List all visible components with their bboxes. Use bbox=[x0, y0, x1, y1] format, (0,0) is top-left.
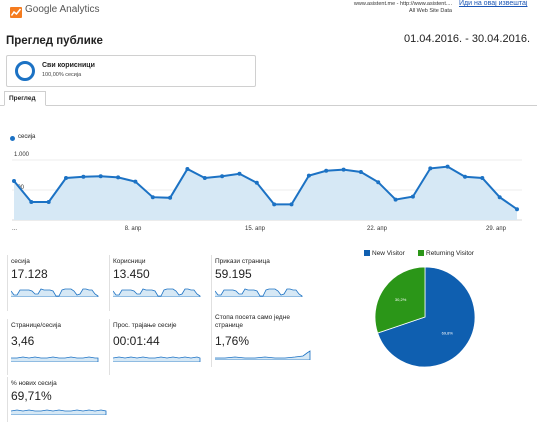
data-point[interactable] bbox=[324, 168, 329, 173]
x-tick-label: 15. апр bbox=[245, 226, 266, 232]
data-point[interactable] bbox=[497, 195, 502, 200]
data-point[interactable] bbox=[185, 167, 190, 171]
logo-text: Google Analytics bbox=[25, 4, 100, 15]
series-area bbox=[14, 166, 517, 220]
pie-legend-returning-visitor[interactable]: Returning Visitor bbox=[418, 250, 474, 257]
metric-label: Корисници bbox=[113, 258, 146, 265]
metric-value: 00:01:44 bbox=[113, 334, 160, 348]
metric-sparkline bbox=[11, 356, 99, 362]
metric-sparkline bbox=[11, 288, 99, 297]
legend-label: Returning Visitor bbox=[426, 250, 474, 257]
data-point[interactable] bbox=[376, 180, 381, 185]
pie-label-returning-visitor: 30,2% bbox=[395, 297, 407, 302]
metric-sparkline bbox=[215, 350, 311, 360]
data-point[interactable] bbox=[168, 195, 173, 200]
metric-sparkline bbox=[215, 288, 303, 297]
segment-card[interactable]: Сви корисници 100,00% сесија bbox=[6, 55, 256, 87]
tab-overview[interactable]: Преглед bbox=[4, 91, 46, 106]
metric-label: Странице/сесија bbox=[11, 322, 61, 329]
data-point[interactable] bbox=[341, 167, 346, 172]
data-point[interactable] bbox=[150, 195, 155, 200]
data-point[interactable] bbox=[46, 200, 51, 204]
segment-percent: 100,00% сесија bbox=[42, 72, 82, 78]
data-point[interactable] bbox=[237, 171, 242, 176]
data-point[interactable] bbox=[29, 200, 34, 204]
metric-sparkline bbox=[113, 288, 201, 297]
data-point[interactable] bbox=[306, 173, 311, 178]
chart-legend-label[interactable]: сесија bbox=[18, 134, 36, 140]
data-point[interactable] bbox=[445, 164, 450, 169]
data-point[interactable] bbox=[12, 179, 16, 183]
segment-ring-icon bbox=[15, 61, 35, 81]
metric-value: 17.128 bbox=[11, 267, 48, 281]
analytics-logo-icon bbox=[10, 5, 22, 18]
metric-new-sessions[interactable]: % нових сесија 69,71% bbox=[7, 377, 107, 422]
tab-bar bbox=[0, 105, 537, 106]
metric-value: 3,46 bbox=[11, 334, 35, 348]
legend-label: New Visitor bbox=[372, 250, 405, 257]
data-point[interactable] bbox=[254, 180, 259, 185]
y-tick-label: 1.000 bbox=[14, 152, 30, 158]
legend-swatch-icon bbox=[418, 250, 424, 256]
pie-label-new-visitor: 69,8% bbox=[442, 331, 454, 336]
metric-label: Прос. трајање сесије bbox=[113, 322, 177, 329]
metric-bounce-rate[interactable]: Стопа посета само једне странице 1,76% bbox=[211, 311, 311, 367]
data-point[interactable] bbox=[98, 174, 103, 179]
data-point[interactable] bbox=[116, 175, 121, 180]
site-info: www.asistent.me - http://www.asistent...… bbox=[328, 1, 452, 15]
metric-sparkline bbox=[11, 409, 107, 415]
data-point[interactable] bbox=[289, 202, 294, 207]
metric-label: % нових сесија bbox=[11, 380, 57, 387]
go-to-report-link[interactable]: Иди на овај извештај bbox=[459, 0, 528, 7]
x-tick-label: ... bbox=[12, 226, 17, 232]
series-line bbox=[13, 165, 518, 211]
metric-pages-per-session[interactable]: Странице/сесија 3,46 bbox=[7, 319, 103, 375]
data-point[interactable] bbox=[81, 174, 86, 179]
metric-users[interactable]: Корисници 13.450 bbox=[109, 255, 205, 311]
legend-swatch-icon bbox=[364, 250, 370, 256]
data-point[interactable] bbox=[463, 174, 467, 179]
data-points bbox=[12, 164, 519, 212]
data-point[interactable] bbox=[202, 176, 207, 180]
date-range[interactable]: 01.04.2016. - 30.04.2016. bbox=[404, 33, 530, 45]
site-view: All Web Site Data bbox=[408, 8, 452, 14]
metric-label: сесија bbox=[11, 258, 30, 265]
sessions-line-chart: 1.000 500 ... 8. апр 15. апр 22. апр 29.… bbox=[12, 152, 522, 232]
metric-sparkline bbox=[113, 356, 201, 362]
metric-label: Стопа посета само једне странице bbox=[215, 314, 290, 329]
metric-sessions[interactable]: сесија 17.128 bbox=[7, 255, 103, 311]
pie-slice-new-visitor[interactable] bbox=[377, 266, 476, 368]
metric-label: Прикази страница bbox=[215, 258, 270, 265]
data-point[interactable] bbox=[64, 176, 68, 180]
x-tick-label: 8. апр bbox=[125, 226, 142, 232]
segment-name: Сви корисници bbox=[42, 62, 95, 69]
data-point[interactable] bbox=[272, 202, 277, 207]
x-tick-label: 22. апр bbox=[367, 226, 388, 232]
metric-value: 69,71% bbox=[11, 389, 52, 403]
legend-dot-icon bbox=[10, 136, 15, 141]
metric-value: 13.450 bbox=[113, 267, 150, 281]
page-title: Преглед публике bbox=[6, 35, 103, 47]
data-point[interactable] bbox=[393, 197, 398, 202]
metric-pageviews[interactable]: Прикази страница 59.195 bbox=[211, 255, 307, 311]
metric-value: 59.195 bbox=[215, 267, 252, 281]
pie-slice-returning-visitor[interactable] bbox=[374, 266, 426, 334]
site-url: www.asistent.me - http://www.asistent...… bbox=[353, 1, 452, 7]
data-point[interactable] bbox=[133, 179, 138, 184]
data-point[interactable] bbox=[358, 170, 363, 174]
visitor-pie-chart: 69,8% 30,2% bbox=[374, 266, 476, 368]
data-point[interactable] bbox=[220, 174, 225, 179]
data-point[interactable] bbox=[480, 176, 485, 180]
metric-avg-session-duration[interactable]: Прос. трајање сесије 00:01:44 bbox=[109, 319, 205, 375]
x-tick-label: 29. апр bbox=[486, 226, 507, 232]
data-point[interactable] bbox=[410, 194, 415, 199]
data-point[interactable] bbox=[515, 207, 519, 212]
pie-legend-new-visitor[interactable]: New Visitor bbox=[364, 250, 405, 257]
data-point[interactable] bbox=[428, 166, 433, 171]
metric-value: 1,76% bbox=[215, 334, 250, 348]
